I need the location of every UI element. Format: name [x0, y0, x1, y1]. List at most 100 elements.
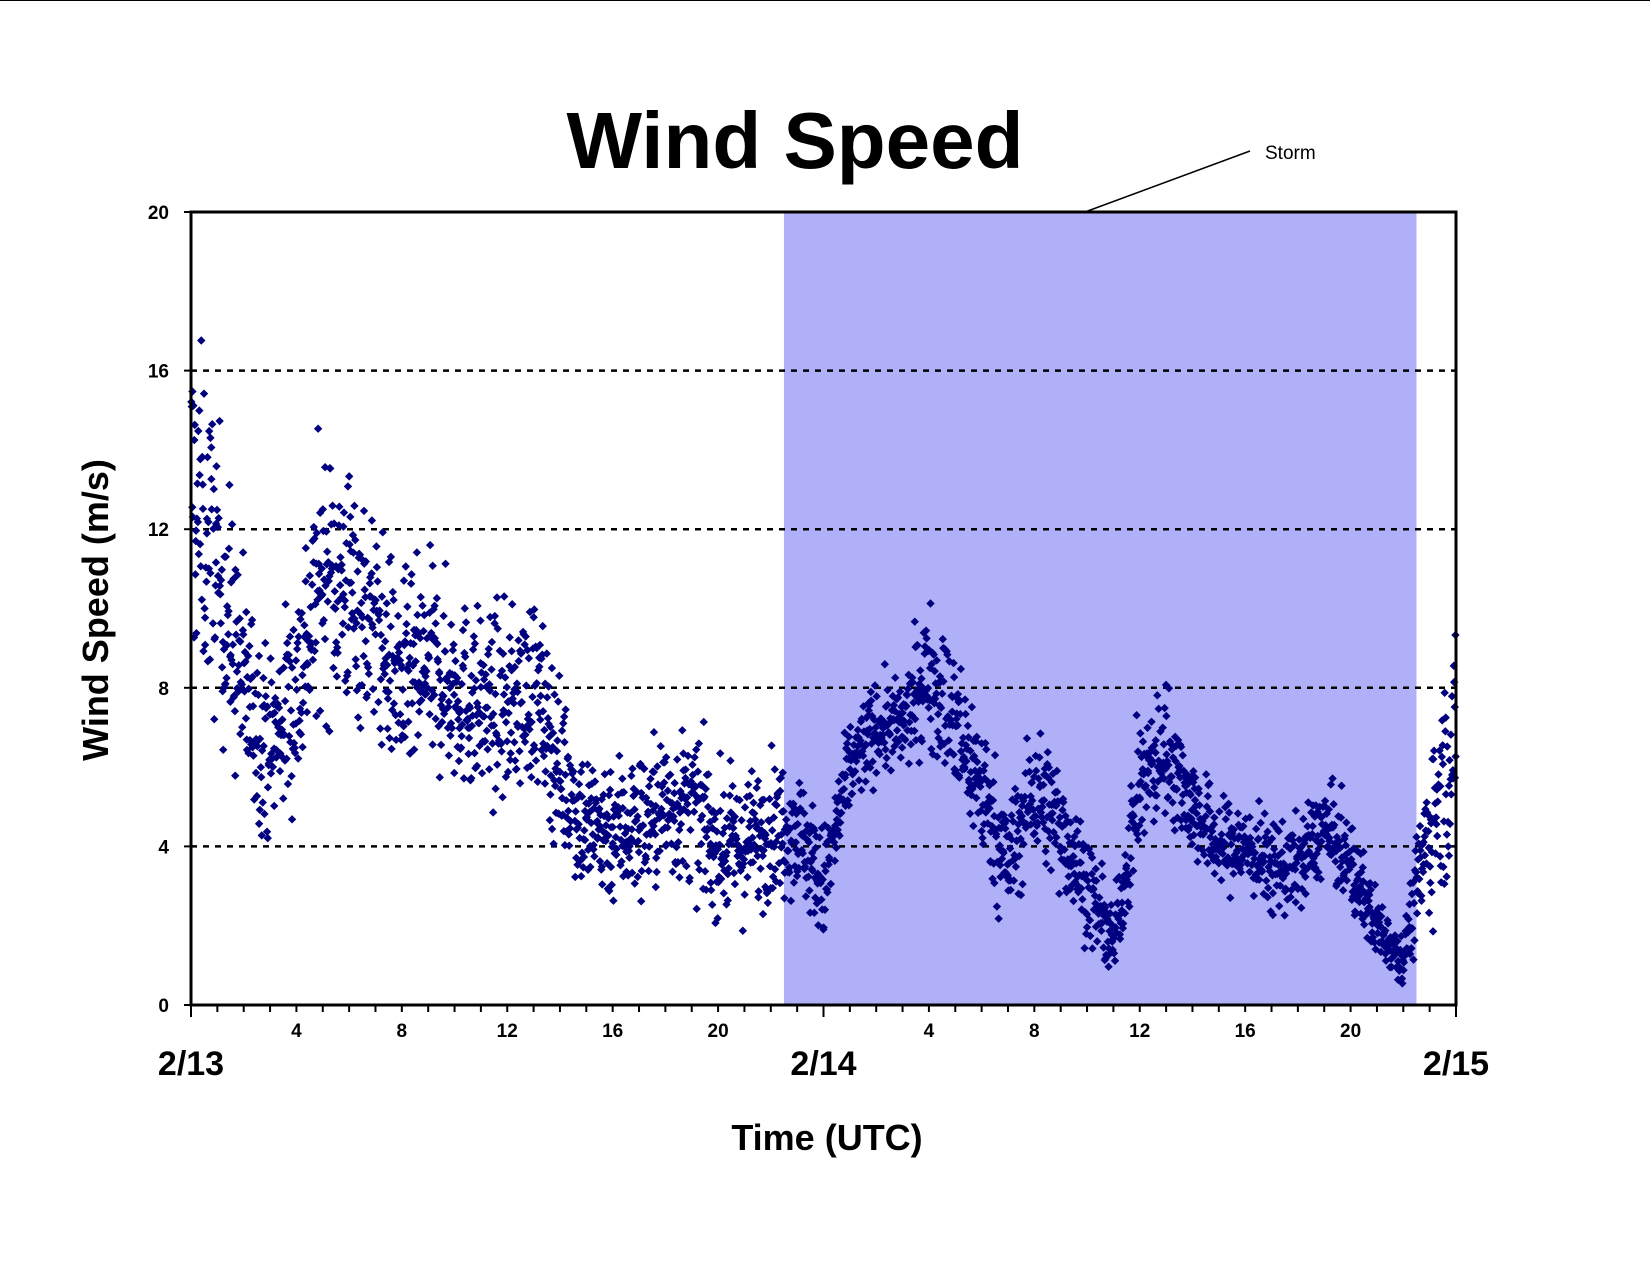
data-point — [1203, 859, 1212, 868]
data-point — [771, 837, 781, 846]
data-point — [1257, 867, 1267, 876]
data-point — [1386, 933, 1395, 942]
data-point — [380, 669, 389, 679]
data-point — [1011, 797, 1020, 807]
data-point — [248, 672, 257, 682]
data-point — [487, 665, 496, 674]
data-point — [841, 770, 850, 779]
data-point — [263, 783, 273, 792]
data-point — [441, 559, 450, 568]
data-point — [1340, 831, 1350, 840]
data-point — [802, 826, 811, 835]
data-point — [377, 740, 386, 749]
data-point — [726, 808, 736, 817]
data-point — [729, 817, 738, 826]
data-point — [223, 602, 232, 611]
data-point — [1060, 845, 1069, 854]
data-point — [694, 739, 704, 748]
data-point — [758, 909, 768, 919]
data-point — [576, 767, 586, 777]
data-point — [1433, 831, 1442, 841]
x-tick-label: 8 — [397, 1021, 408, 1042]
data-point — [244, 748, 253, 758]
data-point — [528, 692, 537, 702]
data-point — [1431, 813, 1441, 822]
data-point — [726, 756, 735, 765]
data-point — [973, 757, 982, 767]
data-point — [872, 692, 881, 701]
data-point — [1010, 854, 1020, 864]
data-point — [279, 663, 288, 672]
data-point — [782, 815, 791, 824]
data-point — [956, 664, 966, 674]
data-point — [634, 847, 644, 857]
data-point — [1372, 915, 1382, 924]
data-point — [937, 689, 947, 698]
data-point — [286, 706, 296, 715]
data-point — [1292, 858, 1301, 868]
data-point — [1259, 857, 1269, 866]
data-point — [383, 724, 392, 733]
data-point — [555, 671, 564, 680]
data-point — [411, 657, 420, 666]
data-point — [1067, 862, 1076, 871]
data-point — [1127, 817, 1137, 826]
data-point — [202, 577, 211, 586]
data-point — [878, 724, 888, 733]
data-point — [533, 666, 543, 675]
data-point — [194, 549, 203, 559]
data-point — [1153, 691, 1162, 700]
data-point — [405, 653, 414, 663]
data-point — [371, 595, 380, 605]
data-point — [811, 843, 820, 853]
data-point — [199, 389, 209, 398]
data-point — [1422, 798, 1431, 807]
data-point — [949, 672, 959, 682]
data-point — [719, 790, 729, 800]
data-point — [902, 690, 912, 700]
data-point — [1445, 755, 1454, 765]
x-tick-label: 20 — [708, 1021, 729, 1042]
data-point — [800, 862, 810, 871]
data-point — [1260, 809, 1269, 818]
data-point — [1290, 840, 1299, 850]
data-point — [856, 736, 865, 745]
data-point — [910, 714, 920, 724]
data-point — [629, 784, 638, 794]
data-point — [1104, 962, 1113, 971]
data-point — [978, 833, 987, 843]
data-point — [880, 738, 889, 747]
data-point — [920, 649, 929, 658]
data-point — [566, 817, 575, 826]
data-point — [1341, 841, 1351, 850]
data-point — [291, 675, 300, 684]
data-point — [729, 823, 738, 833]
data-point — [1338, 856, 1347, 866]
data-point — [1159, 758, 1168, 767]
data-point — [192, 514, 202, 523]
data-point — [810, 908, 819, 918]
data-point — [238, 548, 248, 557]
data-point — [1041, 859, 1051, 869]
data-point — [857, 714, 866, 724]
data-point — [597, 862, 607, 871]
data-point — [1186, 790, 1195, 800]
data-point — [1209, 820, 1219, 829]
data-point — [808, 866, 817, 875]
data-point — [1344, 858, 1353, 868]
data-point — [861, 777, 870, 786]
data-point — [725, 791, 735, 800]
data-point — [530, 605, 539, 614]
data-point — [730, 879, 740, 889]
data-point — [1169, 816, 1178, 825]
data-point — [1099, 943, 1108, 952]
data-point — [1077, 884, 1086, 893]
data-point — [588, 766, 597, 775]
data-point — [933, 727, 942, 736]
data-point — [1314, 844, 1323, 854]
data-point — [606, 862, 616, 872]
data-point — [395, 640, 404, 649]
data-point — [446, 620, 456, 629]
data-point — [1147, 717, 1156, 727]
data-point — [444, 703, 453, 712]
